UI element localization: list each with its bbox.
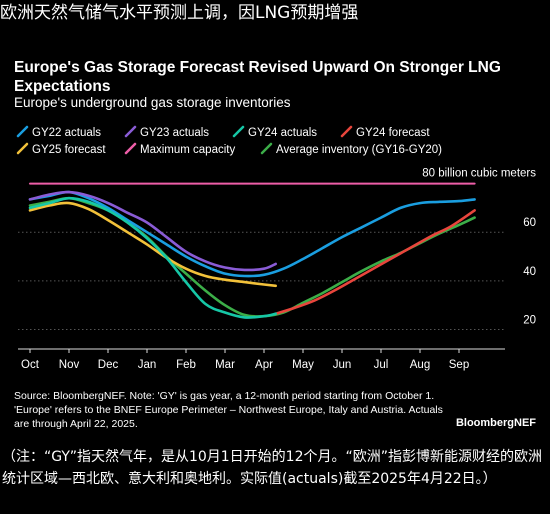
legend-swatch-gy23 [124,125,137,138]
y-tick-20: 20 [523,315,536,327]
legend-label-gy22: GY22 actuals [32,127,101,139]
legend-swatch-max [124,142,137,155]
legend-label-max: Maximum capacity [140,144,235,156]
x-tick-sep: Sep [449,359,469,371]
x-tick-oct: Oct [21,359,40,371]
legend-label-gy23: GY23 actuals [140,127,209,139]
x-tick-jan: Jan [138,359,157,371]
grid [18,231,505,331]
source-note: Source: BloombergNEF. Note: 'GY' is gas … [14,390,443,430]
legend-swatch-gy24 [232,125,245,138]
x-tick-dec: Dec [98,359,119,371]
x-tick-jun: Jun [333,359,352,371]
y-tick-40: 40 [523,266,536,278]
legend-swatch-avg [260,142,273,155]
x-tick-apr: Apr [255,359,273,371]
legend: GY22 actuals GY23 actuals GY24 actuals GY24… [16,125,442,156]
legend-label-gy24: GY24 actuals [248,127,317,139]
chart-title: Europe's Gas Storage Forecast Revised Up… [14,59,501,95]
x-tick-mar: Mar [215,359,235,371]
chart-subtitle: Europe's underground gas storage invento… [14,95,291,110]
legend-label-gy25f: GY25 forecast [32,144,106,156]
x-tick-feb: Feb [176,359,196,371]
x-tick-jul: Jul [374,359,389,371]
legend-label-gy24f: GY24 forecast [356,127,430,139]
y-tick-80: 80 billion cubic meters [422,168,536,180]
series-line-gy24 [28,196,277,319]
page-headline: 欧洲天然气储气水平预测上调，因LNG预期增强 [0,3,359,23]
x-tick-nov: Nov [59,359,80,371]
legend-label-avg: Average inventory (GY16-GY20) [276,144,442,156]
legend-swatch-gy24f [340,125,353,138]
axes: 20 40 60 80 billion cubic meters Oct Nov Dec Ja… [18,168,536,371]
y-tick-60: 60 [523,217,536,229]
series-line-gy23 [28,190,277,272]
series-area [28,182,476,319]
legend-swatch-gy22 [16,125,29,138]
chart-svg: GY22 actuals GY23 actuals GY24 actuals GY24… [16,125,536,371]
chinese-note: （注：“GY”指天然气年，是从10月1日开始的12个月。“欧洲”指彭博新能源财经… [2,449,543,487]
series-line-gy24f [274,209,476,315]
x-tick-may: May [292,359,314,371]
legend-swatch-gy25f [16,142,29,155]
chart-card: Europe's Gas Storage Forecast Revised Up… [0,44,550,436]
x-tick-aug: Aug [410,359,430,371]
series-line-gy22 [28,190,476,278]
brand-label: BloombergNEF [455,417,536,429]
series-line-gy25f [28,201,277,288]
series-line-avg [28,196,476,318]
